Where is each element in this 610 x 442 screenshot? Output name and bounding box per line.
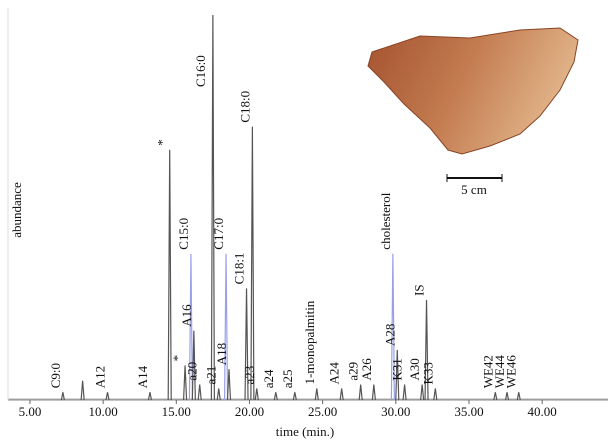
peak: [227, 369, 230, 400]
peak: [421, 385, 424, 400]
x-tick-label: 10.00: [88, 404, 117, 419]
peak-label: cholesterol: [378, 192, 393, 249]
page: 5 cm abundance time (min.) 5.00 10.00 15.0…: [0, 0, 610, 442]
peak-label: WE46: [504, 355, 519, 389]
peak: [359, 385, 362, 400]
peak: [211, 15, 214, 400]
peak-label: C18:0: [237, 91, 252, 123]
x-tick-label: 30.00: [381, 404, 410, 419]
peak-label: C9:0: [48, 363, 63, 388]
peak-label: A26: [359, 358, 374, 381]
peak: [434, 388, 437, 400]
peak: [340, 388, 343, 400]
peak-label: A16: [179, 304, 194, 327]
peak-label: A14: [135, 365, 150, 388]
peak-label: IS: [412, 284, 427, 296]
peak-label: K31: [390, 358, 405, 380]
peak-label: A12: [93, 366, 108, 388]
x-tick-label: 40.00: [528, 404, 557, 419]
peak: [225, 254, 228, 400]
peak: [217, 388, 220, 400]
peak: [315, 388, 318, 400]
peak: [372, 385, 375, 400]
x-tick-label: 20.00: [235, 404, 264, 419]
peak-label: A18: [214, 343, 229, 365]
y-axis-label: abundance: [9, 182, 24, 238]
peak: [403, 385, 406, 400]
x-tick-label: 5.00: [19, 404, 42, 419]
peak-label: a25: [280, 370, 295, 389]
peak: [81, 381, 84, 400]
peak-label: *: [155, 139, 170, 146]
chart: 5 cm abundance time (min.) 5.00 10.00 15.0…: [0, 0, 610, 442]
peak-label: C16:0: [193, 55, 208, 87]
x-tick-label: 15.00: [162, 404, 191, 419]
peak-label: K33: [420, 362, 435, 384]
peak-label: A28: [382, 324, 397, 346]
x-tick-label: 35.00: [454, 404, 483, 419]
peak: [168, 150, 171, 400]
peak-label: C15:0: [176, 218, 191, 250]
peak-label: a21: [204, 366, 219, 385]
peak: [255, 388, 258, 400]
peak: [251, 127, 254, 400]
peak-label: a20: [185, 362, 200, 381]
peak-label: C18:1: [232, 253, 247, 285]
scale-label: 5 cm: [461, 182, 487, 197]
peak-label: 1-monopalmitin: [302, 300, 317, 384]
peak-label: A24: [327, 362, 342, 385]
peak-label: C17:0: [211, 218, 226, 250]
x-axis-label: time (min.): [276, 424, 335, 439]
x-tick-label: 25.00: [308, 404, 337, 419]
peak: [198, 385, 201, 400]
peak-label: *: [170, 355, 185, 362]
pottery-shard: [368, 28, 578, 154]
peak-label: a23: [242, 366, 257, 385]
peak-label: a24: [261, 369, 276, 388]
